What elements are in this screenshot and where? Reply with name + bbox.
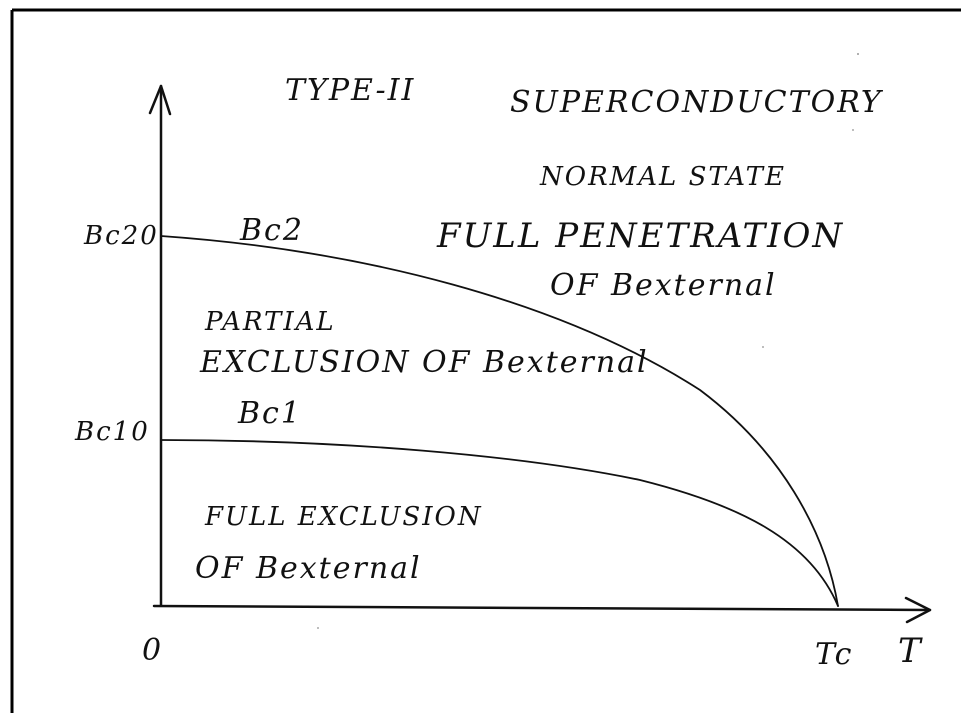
title-superconductory: SUPERCONDUCTORY <box>510 85 884 120</box>
label-t-axis: T <box>898 631 923 671</box>
y-axis-arrowhead <box>148 84 172 116</box>
label-bc20: Bc20 <box>83 221 159 251</box>
x-axis-arrowhead <box>904 596 932 624</box>
bc2-curve <box>160 235 839 607</box>
scan-speck <box>317 627 319 629</box>
label-full-exclusion: FULL EXCLUSION <box>204 502 483 532</box>
label-bc2: Bc2 <box>239 213 304 248</box>
label-partial-exclusion: EXCLUSION OF Bexternal <box>199 345 649 380</box>
label-of-b-external-top: OF Bexternal <box>550 268 777 303</box>
scan-speck <box>857 53 859 55</box>
label-normal-state: NORMAL STATE <box>539 162 786 192</box>
label-bc1: Bc1 <box>237 396 302 431</box>
label-full-penetration: FULL PENETRATION <box>436 216 844 256</box>
label-tc: Tc <box>815 637 853 672</box>
label-bc10: Bc10 <box>74 417 150 447</box>
label-origin: 0 <box>142 633 163 668</box>
label-partial: PARTIAL <box>204 307 336 337</box>
title-type-ii: TYPE-II <box>285 73 415 108</box>
x-axis <box>152 604 932 612</box>
label-of-b-external-bottom: OF Bexternal <box>195 551 422 586</box>
scan-speck <box>762 346 764 348</box>
scan-speck <box>852 129 854 131</box>
bc1-curve <box>160 439 839 607</box>
